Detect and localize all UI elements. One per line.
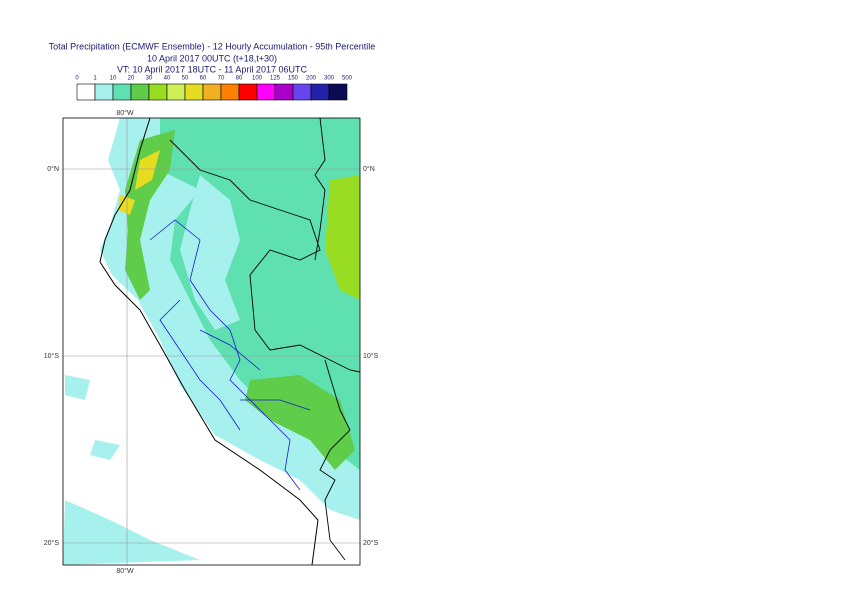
latitude-label: 20°S bbox=[44, 539, 60, 547]
legend-swatch bbox=[148, 83, 168, 101]
legend-swatch bbox=[256, 83, 276, 101]
legend-label: 300 bbox=[324, 76, 335, 82]
precip-yellowgreen bbox=[325, 175, 360, 300]
longitude-label: 80°W bbox=[116, 109, 134, 117]
latitude-label: 0°N bbox=[47, 165, 59, 173]
precip-cyan bbox=[180, 175, 240, 330]
title-line: 10 April 2017 00UTC (t+18,t+30) bbox=[147, 53, 277, 63]
legend-label: 125 bbox=[270, 76, 281, 82]
precip-yellow bbox=[118, 150, 160, 215]
map-frame bbox=[62, 117, 361, 566]
legend-label: 20 bbox=[128, 76, 135, 82]
longitude-label: 80°W bbox=[116, 567, 134, 575]
legend-label: 500 bbox=[342, 76, 353, 82]
legend-swatch bbox=[184, 83, 204, 101]
legend-label: 40 bbox=[164, 76, 171, 82]
legend-swatch bbox=[76, 83, 96, 101]
title-line: Total Precipitation (ECMWF Ensemble) - 1… bbox=[49, 41, 376, 51]
legend-swatch bbox=[274, 83, 294, 101]
legend-swatch bbox=[328, 83, 348, 101]
legend-swatch bbox=[292, 83, 312, 101]
legend-swatch bbox=[130, 83, 150, 101]
legend-label: 10 bbox=[110, 76, 117, 82]
legend-swatch bbox=[310, 83, 330, 101]
legend-label: 30 bbox=[146, 76, 153, 82]
legend-label: 60 bbox=[200, 76, 207, 82]
legend-label: 100 bbox=[252, 76, 263, 82]
legend-swatch bbox=[202, 83, 222, 101]
legend-label: 1 bbox=[93, 76, 97, 82]
legend-label: 80 bbox=[236, 76, 243, 82]
latitude-label: 10°S bbox=[44, 352, 60, 360]
map bbox=[62, 117, 361, 566]
precip-green bbox=[245, 375, 355, 470]
legend: 0 1 10 20 30 40 50 60 70 80 100 125 150 200 300 500 bbox=[75, 76, 353, 101]
legend-swatch bbox=[112, 83, 132, 101]
precip-green bbox=[125, 130, 175, 300]
legend-label: 50 bbox=[182, 76, 189, 82]
legend-label: 200 bbox=[306, 76, 317, 82]
title-line: VT: 10 April 2017 18UTC - 11 April 2017 … bbox=[117, 64, 307, 74]
latitude-label: 0°N bbox=[363, 165, 375, 173]
legend-label: 0 bbox=[75, 76, 79, 82]
region-border bbox=[149, 219, 311, 491]
coastline bbox=[99, 117, 319, 566]
legend-label: 150 bbox=[288, 76, 299, 82]
country-border bbox=[169, 117, 361, 561]
legend-label: 70 bbox=[218, 76, 225, 82]
legend-swatch bbox=[94, 83, 114, 101]
latitude-label: 20°S bbox=[363, 539, 379, 547]
legend-swatch bbox=[166, 83, 186, 101]
legend-swatch bbox=[220, 83, 240, 101]
precip-cyan bbox=[63, 375, 200, 565]
legend-swatch bbox=[238, 83, 258, 101]
latitude-label: 10°S bbox=[363, 352, 379, 360]
